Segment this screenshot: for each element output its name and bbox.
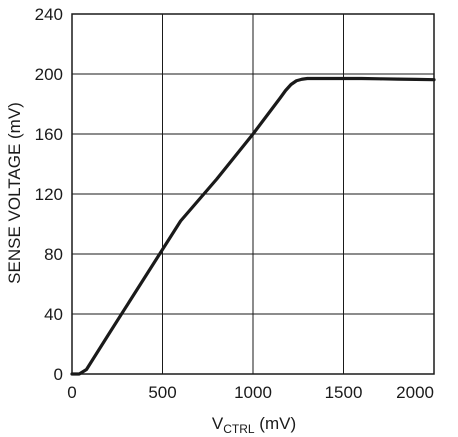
- x-axis-label: VCTRL (mV): [212, 414, 296, 436]
- y-tick-labels: 0 40 80 120 160 200 240: [35, 5, 63, 384]
- x-tick-label-1000: 1000: [234, 383, 272, 402]
- y-tick-label-160: 160: [35, 125, 63, 144]
- x-tick-label-1500: 1500: [325, 383, 363, 402]
- x-axis-label-main: V: [212, 414, 224, 433]
- x-axis-label-subscript: CTRL: [223, 422, 255, 436]
- y-tick-label-120: 120: [35, 185, 63, 204]
- y-tick-label-40: 40: [44, 305, 63, 324]
- y-tick-label-80: 80: [44, 245, 63, 264]
- plot-frame: [71, 13, 435, 375]
- y-axis-label: SENSE VOLTAGE (mV): [5, 102, 24, 284]
- x-tick-labels: 0 500 1000 1500 2000: [67, 383, 434, 402]
- grid-lines: [72, 14, 434, 374]
- y-tick-label-240: 240: [35, 5, 63, 24]
- x-axis-label-unit: (mV): [255, 414, 297, 433]
- y-tick-label-200: 200: [35, 65, 63, 84]
- series-line-sense-voltage: [70, 76, 436, 376]
- x-tick-label-0: 0: [67, 383, 76, 402]
- x-tick-label-2000: 2000: [396, 383, 434, 402]
- x-tick-label-500: 500: [148, 383, 176, 402]
- y-tick-label-0: 0: [54, 365, 63, 384]
